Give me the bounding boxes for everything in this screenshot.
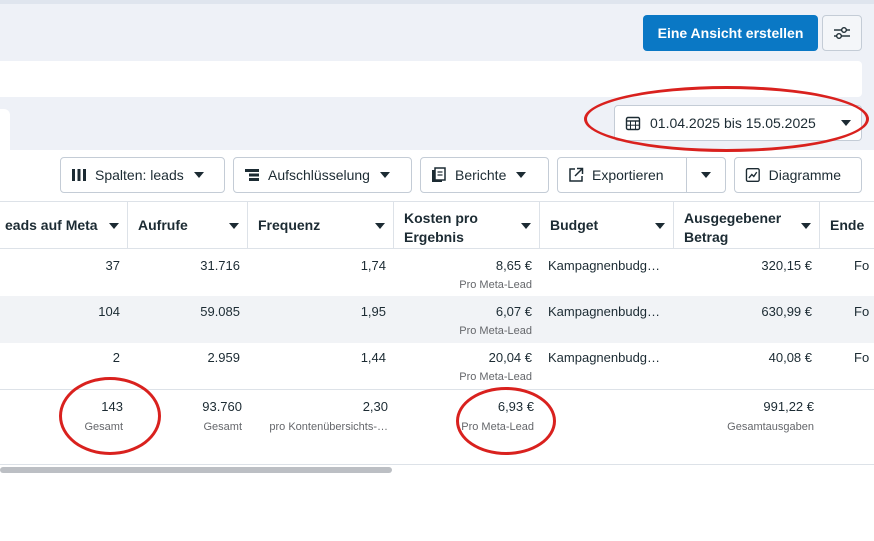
col-header-views[interactable]: Aufrufe [128,202,248,249]
cell-spent: 320,15 € [761,258,812,273]
date-range-picker[interactable]: 01.04.2025 bis 15.05.2025 [614,105,862,141]
chevron-down-icon [841,120,851,126]
chevron-down-icon [379,172,390,178]
breakdown-button[interactable]: Aufschlüsselung [233,157,412,193]
tab-edge [0,109,10,150]
col-header-leads[interactable]: eads auf Meta [0,202,128,249]
cell-cost: 8,65 € [495,258,532,273]
columns-button[interactable]: Spalten: leads [60,157,225,193]
col-label: Aufrufe [138,217,188,233]
col-header-budget[interactable]: Budget [540,202,674,249]
table-row[interactable]: 104 59.085 1,95 6,07 € Pro Meta-Lead Kam… [0,296,874,343]
col-label: eads auf Meta [5,217,98,233]
columns-label: Spalten: leads [95,167,184,183]
columns-icon [72,169,86,181]
total-spent: 991,22 € [763,399,814,414]
reports-button[interactable]: Berichte [420,157,549,193]
total-leads: 143 [101,399,123,414]
line-chart-icon [745,167,760,183]
col-header-cost[interactable]: Kosten pro Ergebnis [394,202,540,249]
export-dropdown-button[interactable] [686,157,726,193]
cell-views: 2.959 [207,350,240,365]
cell-views: 59.085 [200,304,240,319]
cell-frequency: 1,95 [360,304,386,319]
chevron-down-icon [655,223,665,229]
col-label: Kosten pro Ergebnis [404,210,478,245]
chevron-down-icon [521,223,531,229]
cell-end: Fo [854,350,870,365]
chevron-down-icon [375,223,385,229]
reports-icon [432,167,446,182]
cell-end: Fo [854,258,870,273]
cell-budget: Kampagnenbudg… [548,304,661,319]
col-header-frequency[interactable]: Frequenz [248,202,394,249]
cell-frequency: 1,74 [360,258,386,273]
total-frequency-sub: pro Kontenübersichts-… [269,421,388,433]
create-view-button[interactable]: Eine Ansicht erstellen [643,15,818,51]
col-label: Budget [550,217,599,233]
cell-leads: 37 [105,258,120,273]
cell-cost-sub: Pro Meta-Lead [459,279,532,291]
horizontal-scrollbar[interactable] [0,467,392,473]
cell-end: Fo [854,304,870,319]
col-label: Frequenz [258,217,321,233]
col-header-spent[interactable]: Ausgegebener Betrag [674,202,820,249]
cell-spent: 40,08 € [768,350,812,365]
cell-cost-sub: Pro Meta-Lead [459,325,532,337]
col-label: Ende [830,217,865,233]
view-settings-button[interactable] [822,15,862,51]
cell-budget: Kampagnenbudg… [548,258,661,273]
calendar-icon [625,116,641,131]
cell-cost-sub: Pro Meta-Lead [459,371,532,383]
export-label: Exportieren [592,167,664,183]
total-views-sub: Gesamt [203,421,242,433]
cell-cost: 20,04 € [488,350,532,365]
cell-leads: 2 [112,350,120,365]
breakdown-label: Aufschlüsselung [268,167,370,183]
total-leads-sub: Gesamt [84,421,123,433]
cell-spent: 630,99 € [761,304,812,319]
total-spent-sub: Gesamtausgaben [727,421,814,433]
col-header-end[interactable]: Ende [820,202,874,249]
chevron-down-icon [109,223,119,229]
date-range-label: 01.04.2025 bis 15.05.2025 [650,115,816,131]
cell-cost: 6,07 € [495,304,532,319]
table-row[interactable]: 2 2.959 1,44 20,04 € Pro Meta-Lead Kampa… [0,343,874,390]
chevron-down-icon [801,223,811,229]
chevron-down-icon [193,172,204,178]
cell-frequency: 1,44 [360,350,386,365]
table-row[interactable]: 37 31.716 1,74 8,65 € Pro Meta-Lead Kamp… [0,249,874,296]
search-bar[interactable] [0,61,862,97]
col-label: Ausgegebener Betrag [684,210,782,245]
total-views: 93.760 [202,399,242,414]
sliders-icon [834,27,850,39]
chevron-down-icon [701,172,711,178]
total-cost: 6,93 € [497,399,534,414]
table-header: eads auf Meta Aufrufe Frequenz Kosten pr… [0,201,874,249]
cell-budget: Kampagnenbudg… [548,350,661,365]
chevron-down-icon [516,172,527,178]
export-icon [569,167,584,182]
export-button[interactable]: Exportieren [557,157,687,193]
reports-label: Berichte [455,167,507,183]
cell-views: 31.716 [200,258,240,273]
total-frequency: 2,30 [362,399,388,414]
totals-row: 143 Gesamt 93.760 Gesamt 2,30 pro Konten… [0,389,874,465]
cell-leads: 104 [98,304,120,319]
charts-label: Diagramme [768,167,841,183]
chevron-down-icon [229,223,239,229]
charts-button[interactable]: Diagramme [734,157,862,193]
total-cost-sub: Pro Meta-Lead [461,421,534,433]
breakdown-icon [245,169,259,181]
